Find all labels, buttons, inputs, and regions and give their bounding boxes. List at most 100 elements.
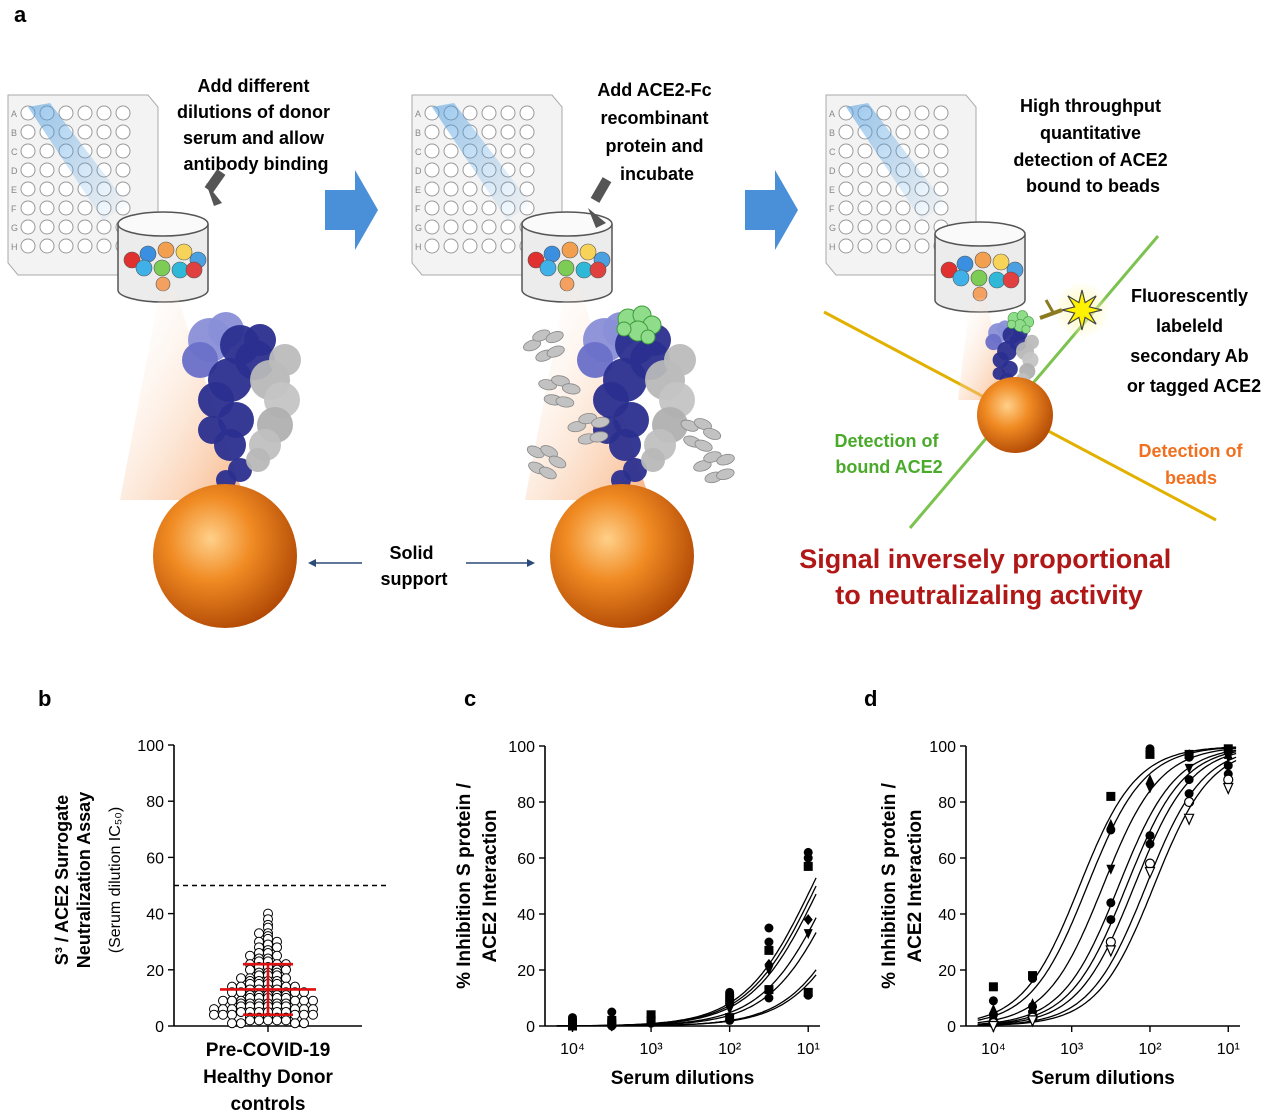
plate-well xyxy=(39,181,55,197)
plate-row-label: B xyxy=(11,128,17,138)
plate-well xyxy=(857,143,873,159)
plate-well xyxy=(857,200,873,216)
plate-well xyxy=(39,219,55,235)
bead-dot xyxy=(1002,271,1020,289)
data-point xyxy=(245,1015,255,1026)
plate-well xyxy=(838,238,854,254)
data-point-circle xyxy=(725,987,735,997)
bead-dot xyxy=(175,243,193,261)
antibody-icon xyxy=(523,329,565,362)
data-point-triangle xyxy=(1184,748,1194,759)
x-tick-label: 10⁴ xyxy=(560,1041,585,1058)
plate-well xyxy=(115,181,131,197)
data-point-circle-open xyxy=(1223,774,1234,785)
antibody-domain xyxy=(545,331,564,344)
ace2-lobe xyxy=(616,321,632,337)
plate-well xyxy=(115,143,131,159)
y-tick-label: 0 xyxy=(155,1019,164,1036)
data-point xyxy=(245,950,255,961)
plate-row-label: G xyxy=(415,223,422,233)
data-point-triangle xyxy=(1106,818,1116,829)
antibody-domain xyxy=(693,460,712,472)
bead-dot xyxy=(153,259,171,277)
data-point-square xyxy=(1145,749,1155,759)
data-point-circle xyxy=(607,1007,617,1017)
y-tick-label: 40 xyxy=(146,907,164,924)
plate-row-label: E xyxy=(415,185,421,195)
plate-well xyxy=(424,143,440,159)
y-axis-title-line: % Inhibition S protein / xyxy=(454,782,475,989)
plate-well xyxy=(58,200,74,216)
y-tick-label: 20 xyxy=(517,963,535,980)
data-point-triangle-down xyxy=(1145,783,1155,794)
plate-well xyxy=(77,124,93,140)
fit-curve-7 xyxy=(977,760,1237,1027)
x-tick-label: 10³ xyxy=(640,1041,664,1058)
plate-row-label: C xyxy=(11,147,18,157)
plate-well xyxy=(838,124,854,140)
spike-lobe xyxy=(244,324,276,356)
plate-well xyxy=(96,124,112,140)
spike-protein-icon xyxy=(182,312,301,490)
plate-row-label: G xyxy=(829,223,836,233)
plate-well xyxy=(914,124,930,140)
y-tick-label: 0 xyxy=(526,1019,535,1036)
data-point-circle xyxy=(1145,744,1155,754)
plate-well xyxy=(857,162,873,178)
well-rim xyxy=(521,211,613,237)
x-axis-title-line: Pre-COVID-19 xyxy=(206,1040,331,1061)
data-point xyxy=(290,995,300,1006)
plate-well xyxy=(58,181,74,197)
plate-row-label: H xyxy=(829,242,836,252)
spike-lobe xyxy=(613,402,649,438)
plate-row-label: G xyxy=(11,223,18,233)
bead-dot xyxy=(970,269,988,287)
star-fluorescence-icon xyxy=(1061,289,1103,331)
y-tick-label: 60 xyxy=(938,851,956,868)
plate-well xyxy=(500,124,516,140)
data-point-circle xyxy=(1145,839,1155,849)
plate-well xyxy=(481,238,497,254)
data-point-circle xyxy=(764,993,774,1003)
ace2-lobe xyxy=(1021,324,1031,334)
antibody-domain xyxy=(551,375,570,387)
data-point-triangle-down xyxy=(764,965,774,976)
plate-well xyxy=(838,200,854,216)
plate-highlight xyxy=(846,103,946,220)
plate-well xyxy=(96,238,112,254)
x-tick-label: 10² xyxy=(718,1041,742,1058)
data-point-circle xyxy=(1184,789,1194,799)
data-point-circle xyxy=(1028,973,1038,983)
plate-well xyxy=(58,238,74,254)
plate-well xyxy=(914,105,930,121)
fit-curve-0 xyxy=(977,746,1237,1020)
y-tick-label: 20 xyxy=(938,963,956,980)
antibody-domain xyxy=(526,445,545,459)
data-point-square xyxy=(1106,791,1116,801)
fit-curve-2 xyxy=(556,877,817,1027)
data-point-triangle-open xyxy=(1183,813,1195,826)
spike-lobe xyxy=(218,402,254,438)
plate-row-label: E xyxy=(11,185,17,195)
y-axis-subtitle: (Serum dilution IC₅₀) xyxy=(107,807,124,953)
plate-row-label: B xyxy=(415,128,421,138)
spike-lobe xyxy=(577,342,613,378)
spike-lobe xyxy=(985,333,1002,351)
data-point-triangle-open xyxy=(1222,782,1234,795)
antibody-domain xyxy=(540,445,558,458)
plate-well xyxy=(481,200,497,216)
step-2-text: Add ACE2-Fc recombinant protein and incu… xyxy=(597,80,716,184)
bead-sphere-icon xyxy=(977,377,1053,453)
data-point xyxy=(218,1009,228,1020)
antibody-domain xyxy=(716,453,735,466)
x-tick-label: 10² xyxy=(1138,1041,1162,1058)
data-point xyxy=(308,1009,318,1020)
plate-row-label: A xyxy=(415,109,421,119)
plate-well xyxy=(876,238,892,254)
plate-row-label: C xyxy=(415,147,422,157)
data-point xyxy=(281,973,291,984)
bead-dot xyxy=(539,259,557,277)
data-point-circle xyxy=(803,853,813,863)
antibody-domain xyxy=(548,455,567,469)
data-point xyxy=(281,1015,291,1026)
